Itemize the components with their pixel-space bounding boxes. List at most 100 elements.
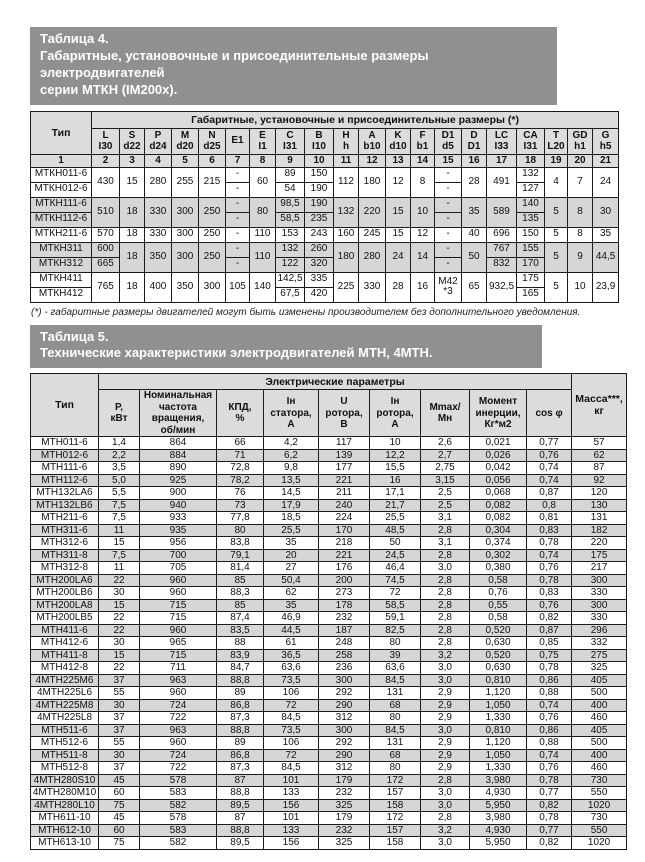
table-cell: 85 — [216, 598, 264, 613]
table-cell: 582 — [139, 836, 217, 850]
table-cell: 258 — [318, 648, 370, 663]
table-cell: 932,5 — [486, 271, 517, 303]
table-cell: 20 — [263, 548, 319, 563]
table-cell: 1,120 — [469, 686, 527, 700]
table-cell: 89 — [275, 166, 305, 183]
table-cell: МТН111-6 — [30, 461, 99, 475]
header-row: Тип Электрические параметры Масса***, кг — [30, 373, 628, 438]
table-cell: 86,8 — [216, 748, 264, 763]
table-cell: 150 — [516, 226, 545, 243]
table-cell: 75 — [98, 798, 140, 813]
table-cell: 2,8 — [420, 611, 470, 625]
table-cell: 3,0 — [420, 673, 470, 688]
table-cell: 2,9 — [420, 761, 470, 775]
table-cell: 0,87 — [525, 486, 573, 500]
table-cell: МТН132LB6 — [30, 498, 99, 513]
table-row: 4МТН280M10 60 583 88,8 133 232 157 3,0 4,930 0,77… — [30, 786, 628, 800]
table-cell: 7,5 — [98, 548, 140, 563]
table-cell: 290 — [318, 698, 370, 713]
table-cell: 1020 — [571, 836, 628, 850]
table-cell: 2,8 — [420, 586, 470, 600]
table-row: МТКН211-6 570 18 330 300 250-110 153 243 160 245 1… — [30, 226, 620, 243]
table-cell: - — [225, 211, 250, 228]
column-header: 15 — [434, 153, 462, 168]
table-cell: 12 — [385, 166, 411, 198]
table-cell: 17,9 — [263, 498, 319, 513]
table-cell: МТН200LB5 — [30, 611, 99, 625]
table-cell: 77,8 — [216, 511, 264, 525]
table5-title-bar: Таблица 5. Технические характеристики эл… — [30, 324, 542, 369]
table-cell: 0,82 — [525, 611, 573, 625]
table-cell: 0,082 — [469, 498, 527, 513]
table-cell: 3,2 — [420, 823, 470, 838]
table-cell: 16 — [410, 271, 435, 303]
table-row: МТН132LB6 7,5 940 73 17,9 240 21,7 2,5 0,082 0,8 1… — [30, 498, 628, 513]
table-row: МТН312-6 15 956 83,8 35 218 50 3,1 0,374 0,78 220 — [30, 536, 628, 550]
table-cell: 2,2 — [98, 448, 140, 463]
table-cell: МТН311-8 — [30, 548, 99, 563]
table-cell: 55 — [98, 736, 140, 750]
table-cell: 4МТН225M6 — [30, 673, 99, 688]
table-cell: 5 — [544, 196, 568, 228]
table-row: 4МТН280L10 75 582 89,5 156 325 158 3,0 5,950 0,82… — [30, 798, 628, 813]
table-cell: 89 — [216, 736, 264, 750]
table-cell: 68 — [369, 698, 421, 713]
table-cell: 218 — [318, 536, 370, 550]
table-cell: 1,330 — [469, 761, 527, 775]
table-cell: 44,5 — [263, 623, 319, 638]
table-cell: 170 — [516, 256, 545, 273]
table-cell: - — [225, 241, 250, 258]
table-cell: 50,4 — [263, 573, 319, 588]
column-header: 20 — [567, 153, 593, 168]
table-cell: 1,050 — [469, 698, 527, 713]
table-cell: 3,980 — [469, 811, 527, 825]
table-cell: 245 — [358, 226, 386, 243]
table-cell: МТН412-6 — [30, 636, 99, 650]
column-header: Электрические параметры — [97, 373, 573, 391]
table-row: МТН132LA6 5,5 900 76 14,5 211 17,1 2,5 0,068 0,87… — [30, 486, 628, 500]
table-cell: 178 — [318, 598, 370, 613]
table-cell: 0,042 — [469, 461, 527, 475]
table-cell: 0,77 — [525, 786, 573, 800]
table-cell: 110 — [249, 241, 276, 273]
table5-title-line2: Технические характеристики электродвигат… — [40, 345, 433, 361]
table-cell: 0,82 — [525, 798, 573, 813]
table-cell: МТКН112-6 — [30, 211, 92, 228]
table-cell: - — [225, 181, 250, 198]
table-row: 4МТН225M6 37 963 88,8 73,5 300 84,5 3,0 0,810 0,8… — [30, 673, 628, 688]
table-cell: МТН200LA6 — [30, 573, 99, 588]
table-cell: 15 — [98, 598, 140, 613]
column-header: D D1 — [461, 127, 487, 155]
table-cell: 296 — [571, 623, 628, 638]
table-row: МТН512-8 37 722 87,3 84,5 312 80 2,9 1,330 0,76 46… — [30, 761, 628, 775]
table-cell: 3,15 — [420, 473, 470, 488]
table-cell: 300 — [318, 673, 370, 688]
table-cell: 180 — [358, 166, 386, 198]
table-cell: 140 — [249, 271, 276, 303]
table-cell: 330 — [571, 611, 628, 625]
table-cell: 280 — [144, 166, 172, 198]
column-header: 12 — [358, 153, 386, 168]
table-cell: 330 — [144, 226, 172, 243]
table-cell: 300 — [171, 196, 199, 228]
table-cell: - — [434, 211, 462, 228]
table-cell: МТН132LA6 — [30, 486, 99, 500]
table-cell: 730 — [571, 811, 628, 825]
table-cell: 5 — [544, 226, 568, 243]
table-cell: 15 — [385, 226, 411, 243]
table-cell: 550 — [571, 823, 628, 838]
table-cell: 37 — [98, 711, 140, 725]
table-cell: 248 — [318, 636, 370, 650]
table-cell: 85 — [216, 573, 264, 588]
table-cell: 696 — [486, 226, 517, 243]
table-cell: 405 — [571, 723, 628, 738]
table-cell: - — [434, 166, 462, 183]
table-cell: 4МТН225M8 — [30, 698, 99, 713]
table-cell: 767 — [486, 241, 517, 258]
table-row: МТН111-6 3,5 890 72,8 9,8 177 15,5 2,75 0,042 0,7… — [30, 461, 628, 475]
table-cell: 217 — [571, 561, 628, 575]
table-cell: 88,8 — [216, 673, 264, 688]
table-cell: 172 — [369, 773, 421, 788]
